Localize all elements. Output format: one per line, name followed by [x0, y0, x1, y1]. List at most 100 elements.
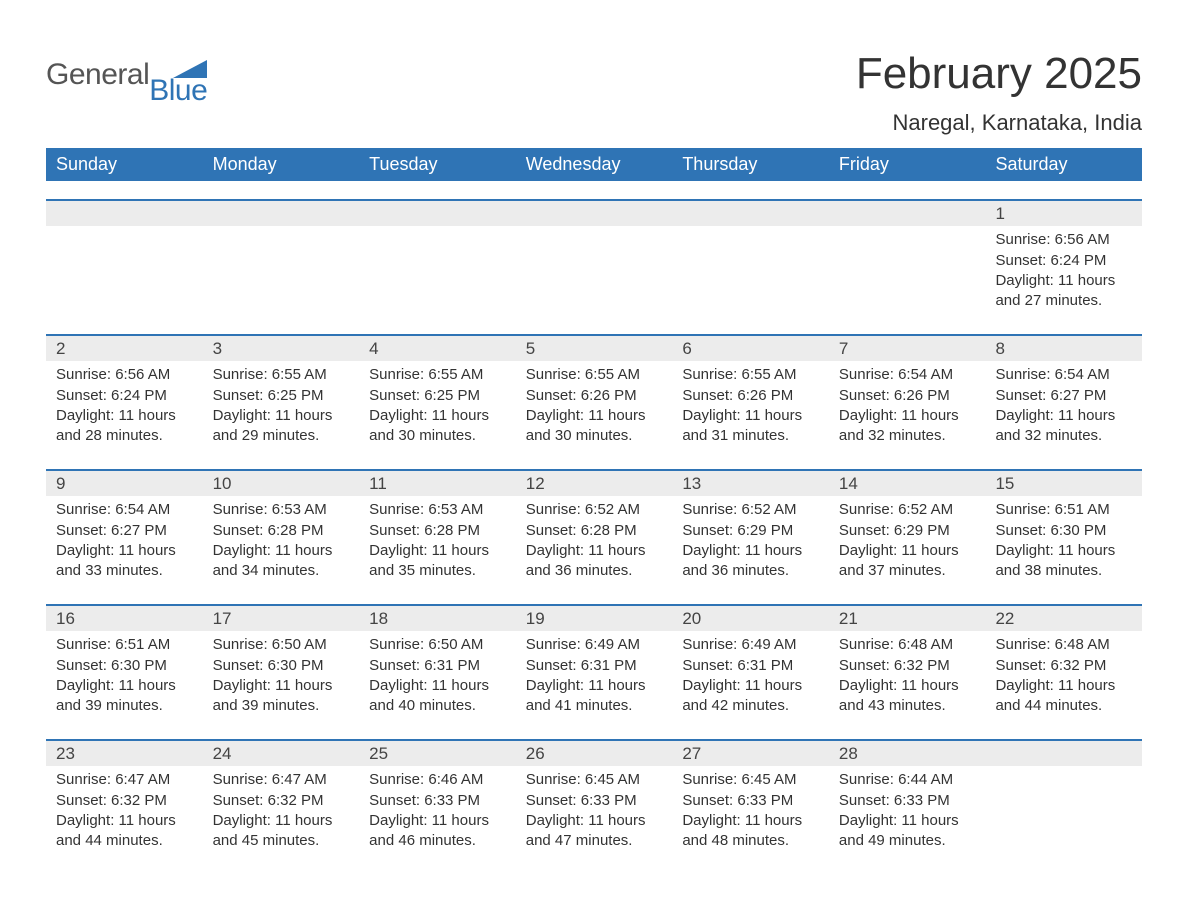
- sunset-text: Sunset: 6:30 PM: [56, 656, 193, 676]
- day-header: Thursday: [672, 148, 829, 181]
- sunrise-text: Sunrise: 6:44 AM: [839, 770, 976, 790]
- day-details: [203, 226, 360, 316]
- daylight-text: and 49 minutes.: [839, 831, 976, 851]
- week-row: 23 24 25 26 27 28 Sunrise: 6:47 AMSunset…: [46, 739, 1142, 856]
- daylight-text: Daylight: 11 hours: [995, 541, 1132, 561]
- daylight-text: Daylight: 11 hours: [56, 676, 193, 696]
- sunrise-text: Sunrise: 6:54 AM: [995, 365, 1132, 385]
- day-details: Sunrise: 6:48 AMSunset: 6:32 PMDaylight:…: [829, 631, 986, 721]
- day-details: Sunrise: 6:46 AMSunset: 6:33 PMDaylight:…: [359, 766, 516, 856]
- daynum-row: 2 3 4 5 6 7 8: [46, 336, 1142, 361]
- sunrise-text: Sunrise: 6:45 AM: [682, 770, 819, 790]
- sunrise-text: Sunrise: 6:45 AM: [526, 770, 663, 790]
- daylight-text: and 44 minutes.: [995, 696, 1132, 716]
- day-header: Friday: [829, 148, 986, 181]
- daylight-text: and 47 minutes.: [526, 831, 663, 851]
- day-number: 5: [516, 336, 673, 361]
- day-details: Sunrise: 6:51 AMSunset: 6:30 PMDaylight:…: [985, 496, 1142, 586]
- details-row: Sunrise: 6:56 AM Sunset: 6:24 PM Dayligh…: [46, 226, 1142, 316]
- sunset-text: Sunset: 6:28 PM: [369, 521, 506, 541]
- sunrise-text: Sunrise: 6:52 AM: [526, 500, 663, 520]
- daylight-text: Daylight: 11 hours: [213, 676, 350, 696]
- daylight-text: Daylight: 11 hours: [369, 406, 506, 426]
- day-header-row: Sunday Monday Tuesday Wednesday Thursday…: [46, 148, 1142, 181]
- brand-logo: General Blue: [46, 50, 207, 108]
- sunset-text: Sunset: 6:33 PM: [369, 791, 506, 811]
- logo-blue-wrap: Blue: [149, 60, 207, 108]
- daylight-text: Daylight: 11 hours: [526, 406, 663, 426]
- day-number: 23: [46, 741, 203, 766]
- daylight-text: and 39 minutes.: [213, 696, 350, 716]
- day-header: Sunday: [46, 148, 203, 181]
- daylight-text: and 35 minutes.: [369, 561, 506, 581]
- day-details: Sunrise: 6:48 AMSunset: 6:32 PMDaylight:…: [985, 631, 1142, 721]
- day-number: [516, 201, 673, 226]
- daylight-text: Daylight: 11 hours: [526, 676, 663, 696]
- daylight-text: and 30 minutes.: [369, 426, 506, 446]
- daylight-text: and 31 minutes.: [682, 426, 819, 446]
- sunset-text: Sunset: 6:33 PM: [526, 791, 663, 811]
- sunrise-text: Sunrise: 6:56 AM: [56, 365, 193, 385]
- day-number: 8: [985, 336, 1142, 361]
- daylight-text: and 41 minutes.: [526, 696, 663, 716]
- daylight-text: Daylight: 11 hours: [369, 811, 506, 831]
- sunrise-text: Sunrise: 6:55 AM: [526, 365, 663, 385]
- day-details: Sunrise: 6:49 AMSunset: 6:31 PMDaylight:…: [672, 631, 829, 721]
- day-details: Sunrise: 6:45 AMSunset: 6:33 PMDaylight:…: [672, 766, 829, 856]
- day-details: Sunrise: 6:50 AMSunset: 6:31 PMDaylight:…: [359, 631, 516, 721]
- daylight-text: Daylight: 11 hours: [56, 541, 193, 561]
- day-details: Sunrise: 6:47 AMSunset: 6:32 PMDaylight:…: [46, 766, 203, 856]
- sunset-text: Sunset: 6:32 PM: [995, 656, 1132, 676]
- day-number: 13: [672, 471, 829, 496]
- details-row: Sunrise: 6:54 AMSunset: 6:27 PMDaylight:…: [46, 496, 1142, 586]
- sunset-text: Sunset: 6:32 PM: [56, 791, 193, 811]
- day-details: Sunrise: 6:54 AMSunset: 6:27 PMDaylight:…: [985, 361, 1142, 451]
- sunset-text: Sunset: 6:26 PM: [682, 386, 819, 406]
- sunset-text: Sunset: 6:27 PM: [56, 521, 193, 541]
- day-number: 3: [203, 336, 360, 361]
- location-label: Naregal, Karnataka, India: [856, 110, 1142, 136]
- day-details: [516, 226, 673, 316]
- day-details: Sunrise: 6:45 AMSunset: 6:33 PMDaylight:…: [516, 766, 673, 856]
- week-row: 2 3 4 5 6 7 8 Sunrise: 6:56 AMSunset: 6:…: [46, 334, 1142, 451]
- daylight-text: and 42 minutes.: [682, 696, 819, 716]
- daylight-text: and 40 minutes.: [369, 696, 506, 716]
- day-number: 4: [359, 336, 516, 361]
- sunrise-text: Sunrise: 6:48 AM: [839, 635, 976, 655]
- day-number: 28: [829, 741, 986, 766]
- day-number: 11: [359, 471, 516, 496]
- daylight-text: and 27 minutes.: [995, 291, 1132, 311]
- daylight-text: Daylight: 11 hours: [369, 541, 506, 561]
- sunrise-text: Sunrise: 6:54 AM: [839, 365, 976, 385]
- day-number: [203, 201, 360, 226]
- sunrise-text: Sunrise: 6:51 AM: [56, 635, 193, 655]
- day-details: Sunrise: 6:53 AMSunset: 6:28 PMDaylight:…: [359, 496, 516, 586]
- daylight-text: Daylight: 11 hours: [839, 676, 976, 696]
- day-details: Sunrise: 6:55 AMSunset: 6:25 PMDaylight:…: [203, 361, 360, 451]
- daylight-text: and 48 minutes.: [682, 831, 819, 851]
- daylight-text: Daylight: 11 hours: [369, 676, 506, 696]
- daylight-text: Daylight: 11 hours: [995, 676, 1132, 696]
- sunrise-text: Sunrise: 6:53 AM: [369, 500, 506, 520]
- sunset-text: Sunset: 6:26 PM: [839, 386, 976, 406]
- daylight-text: and 29 minutes.: [213, 426, 350, 446]
- daylight-text: Daylight: 11 hours: [995, 271, 1132, 291]
- daylight-text: and 34 minutes.: [213, 561, 350, 581]
- daylight-text: and 30 minutes.: [526, 426, 663, 446]
- daylight-text: Daylight: 11 hours: [682, 541, 819, 561]
- daylight-text: Daylight: 11 hours: [56, 406, 193, 426]
- day-details: Sunrise: 6:53 AMSunset: 6:28 PMDaylight:…: [203, 496, 360, 586]
- daylight-text: and 46 minutes.: [369, 831, 506, 851]
- sunrise-text: Sunrise: 6:56 AM: [995, 230, 1132, 250]
- details-row: Sunrise: 6:56 AMSunset: 6:24 PMDaylight:…: [46, 361, 1142, 451]
- day-number: [46, 201, 203, 226]
- day-number: 9: [46, 471, 203, 496]
- daylight-text: and 38 minutes.: [995, 561, 1132, 581]
- day-number: 24: [203, 741, 360, 766]
- logo-text-general: General: [46, 60, 149, 90]
- sunrise-text: Sunrise: 6:52 AM: [682, 500, 819, 520]
- day-details: Sunrise: 6:56 AMSunset: 6:24 PMDaylight:…: [46, 361, 203, 451]
- sunset-text: Sunset: 6:30 PM: [213, 656, 350, 676]
- day-details: Sunrise: 6:52 AMSunset: 6:29 PMDaylight:…: [672, 496, 829, 586]
- day-details: Sunrise: 6:51 AMSunset: 6:30 PMDaylight:…: [46, 631, 203, 721]
